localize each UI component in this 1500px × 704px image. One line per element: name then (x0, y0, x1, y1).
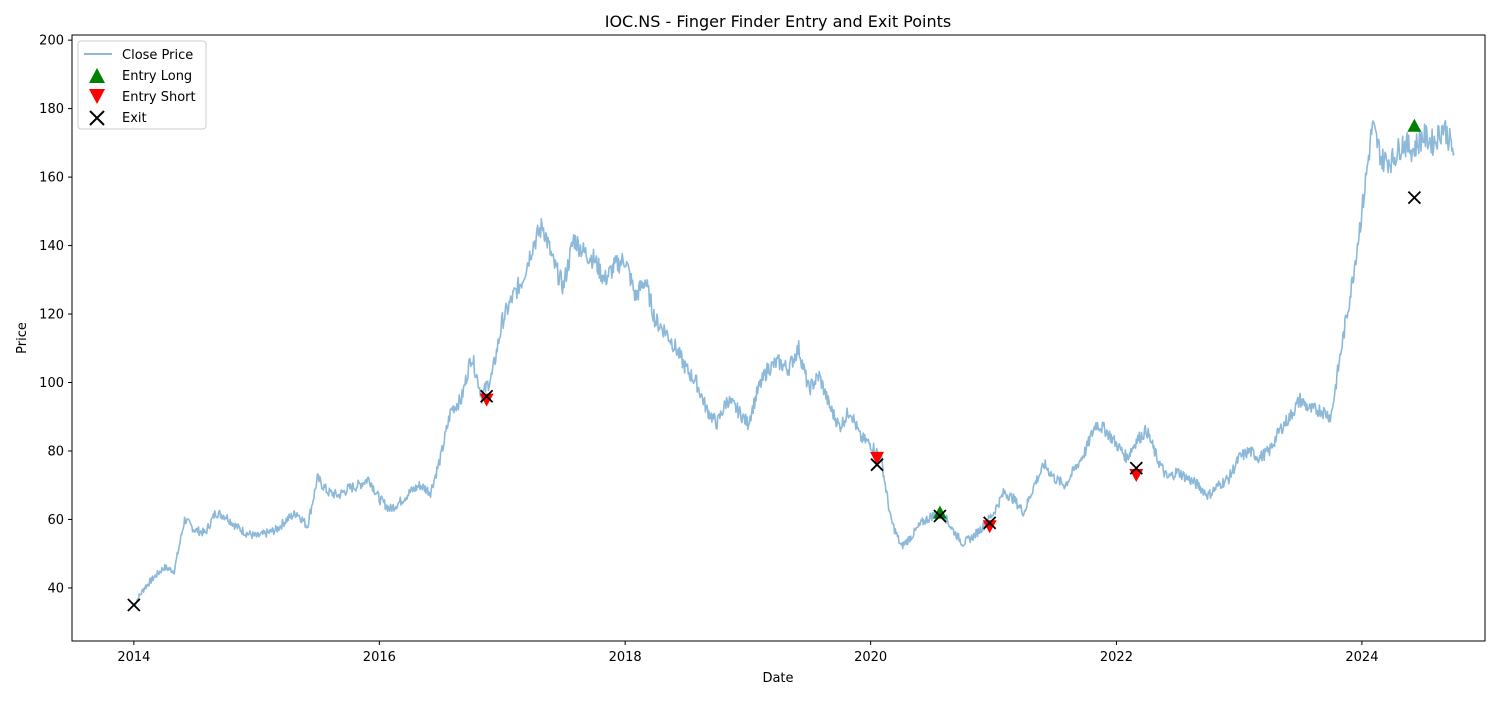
y-tick-label: 80 (47, 444, 64, 459)
legend: Close Price Entry Long Entry Short Exit (77, 40, 207, 130)
chart-title: IOC.NS - Finger Finder Entry and Exit Po… (605, 12, 952, 31)
entry-short-marker (870, 451, 885, 465)
legend-label-close-price: Close Price (122, 48, 193, 63)
series-line-close-price (133, 119, 1455, 607)
exit-marker (1407, 190, 1422, 205)
y-tick-label: 40 (47, 581, 64, 596)
y-tick-label: 140 (39, 239, 64, 254)
exit-marker (1129, 461, 1143, 475)
legend-swatch-entry-short (89, 89, 105, 104)
y-tick-label: 60 (47, 513, 64, 528)
legend-swatch-exit (89, 110, 105, 126)
x-axis: 2014 2016 2018 2020 2022 2024 (117, 641, 1378, 665)
x-tick-label: 2020 (854, 650, 887, 665)
entry-long-marker (932, 505, 947, 519)
entry-short-marker (1129, 468, 1144, 482)
x-tick-label: 2014 (117, 650, 150, 665)
y-tick-label: 120 (39, 308, 64, 323)
legend-swatch-entry-long (89, 68, 105, 83)
plot-area (71, 34, 1486, 642)
legend-box (77, 40, 207, 130)
entry-short-marker (479, 393, 494, 407)
x-tick-label: 2018 (609, 650, 642, 665)
exit-marker (983, 516, 997, 530)
y-axis: 40 60 80 100 120 140 160 180 200 (39, 34, 72, 596)
y-tick-label: 200 (39, 34, 64, 49)
exit-marker (870, 458, 884, 472)
legend-label-exit: Exit (122, 111, 147, 126)
y-tick-label: 180 (39, 102, 64, 117)
marker-layer (127, 118, 1422, 612)
y-axis-label: Price (15, 322, 30, 354)
exit-marker (127, 598, 141, 612)
exit-marker (479, 389, 494, 403)
legend-label-entry-long: Entry Long (122, 69, 192, 84)
series-layer (133, 119, 1455, 607)
x-axis-label: Date (762, 671, 793, 686)
legend-label-entry-short: Entry Short (122, 90, 196, 105)
entry-short-marker (982, 520, 997, 534)
entry-long-marker (1407, 118, 1422, 132)
y-tick-label: 100 (39, 376, 64, 391)
exit-marker (933, 509, 947, 523)
x-tick-label: 2016 (363, 650, 396, 665)
x-tick-label: 2022 (1100, 650, 1133, 665)
y-tick-label: 160 (39, 171, 64, 186)
x-tick-label: 2024 (1345, 650, 1378, 665)
